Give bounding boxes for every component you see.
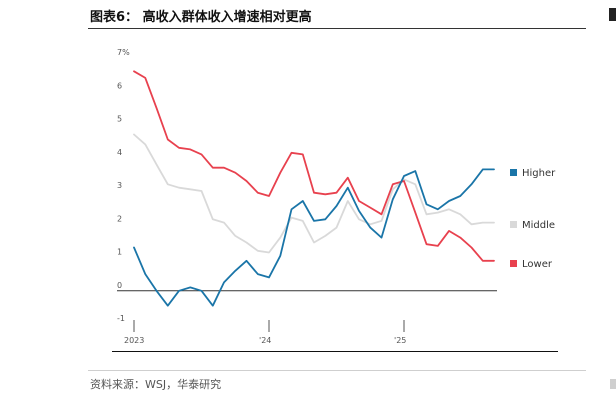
y-tick-label: 3: [117, 181, 122, 190]
legend-swatch-lower: [510, 260, 517, 267]
series-line-higher: [133, 168, 495, 307]
legend-label-middle: Middle: [522, 220, 555, 231]
y-axis-ticks: -1 0 1 2 3 4 5 6 7%: [117, 48, 130, 323]
legend-label-lower: Lower: [522, 259, 553, 270]
y-tick-label: 6: [117, 81, 122, 90]
legend-label-higher: Higher: [522, 168, 556, 179]
y-tick-label: 4: [117, 148, 122, 157]
top-rule: [88, 28, 586, 29]
figure-title: 图表6： 高收入群体收入增速相对更高: [90, 10, 312, 25]
edge-fragment: [609, 8, 616, 21]
x-tick-label: '25: [394, 336, 406, 345]
x-tick-label: 2023: [124, 336, 144, 345]
series-lines: [133, 70, 495, 307]
y-tick-label: 5: [117, 115, 122, 124]
legend-swatch-higher: [510, 169, 517, 176]
edge-fragment-bottom: [610, 379, 616, 389]
series-line-middle: [133, 133, 495, 254]
y-tick-label: -1: [117, 314, 125, 323]
series-line-lower: [133, 70, 495, 262]
y-tick-label: 2: [117, 214, 122, 223]
legend: Higher Middle Lower: [510, 168, 556, 270]
y-tick-label: 1: [117, 248, 122, 257]
y-tick-label: 0: [117, 281, 122, 290]
legend-swatch-middle: [510, 221, 517, 228]
x-axis-ticks: 2023 '24 '25: [124, 320, 406, 345]
source-note: 资料来源：WSJ，华泰研究: [90, 378, 222, 391]
bottom-rule: [112, 351, 558, 352]
footer-rule: [88, 370, 586, 371]
x-tick-label: '24: [259, 336, 271, 345]
y-tick-label: 7%: [117, 48, 130, 57]
